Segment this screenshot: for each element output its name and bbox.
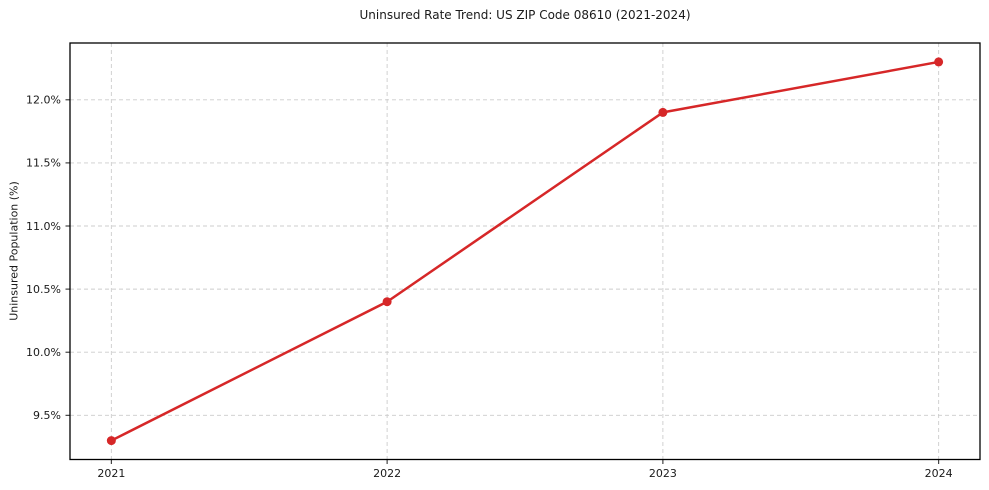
data-point-marker xyxy=(658,107,668,117)
x-tick-label: 2022 xyxy=(373,467,401,480)
x-tick-label: 2023 xyxy=(649,467,677,480)
y-tick-label: 11.5% xyxy=(26,157,61,170)
data-point-marker xyxy=(106,436,116,446)
chart-title: Uninsured Rate Trend: US ZIP Code 08610 … xyxy=(359,8,691,22)
y-tick-label: 9.5% xyxy=(33,409,61,422)
y-tick-label: 10.5% xyxy=(26,283,61,296)
y-tick-label: 10.0% xyxy=(26,346,61,359)
y-tick-label: 11.0% xyxy=(26,220,61,233)
plot-border xyxy=(69,42,981,461)
gridlines xyxy=(70,43,980,460)
y-tick-label: 12.0% xyxy=(26,94,61,107)
data-point-marker xyxy=(934,57,944,67)
data-point-marker xyxy=(382,297,392,307)
x-tick-label: 2024 xyxy=(925,467,953,480)
data-line xyxy=(110,60,940,442)
x-tick-label: 2021 xyxy=(97,467,125,480)
x-axis: 2021 2022 2023 2024 xyxy=(97,459,953,480)
y-axis: 9.5% 10.0% 10.5% 11.0% 11.5% 12.0% xyxy=(26,94,70,422)
